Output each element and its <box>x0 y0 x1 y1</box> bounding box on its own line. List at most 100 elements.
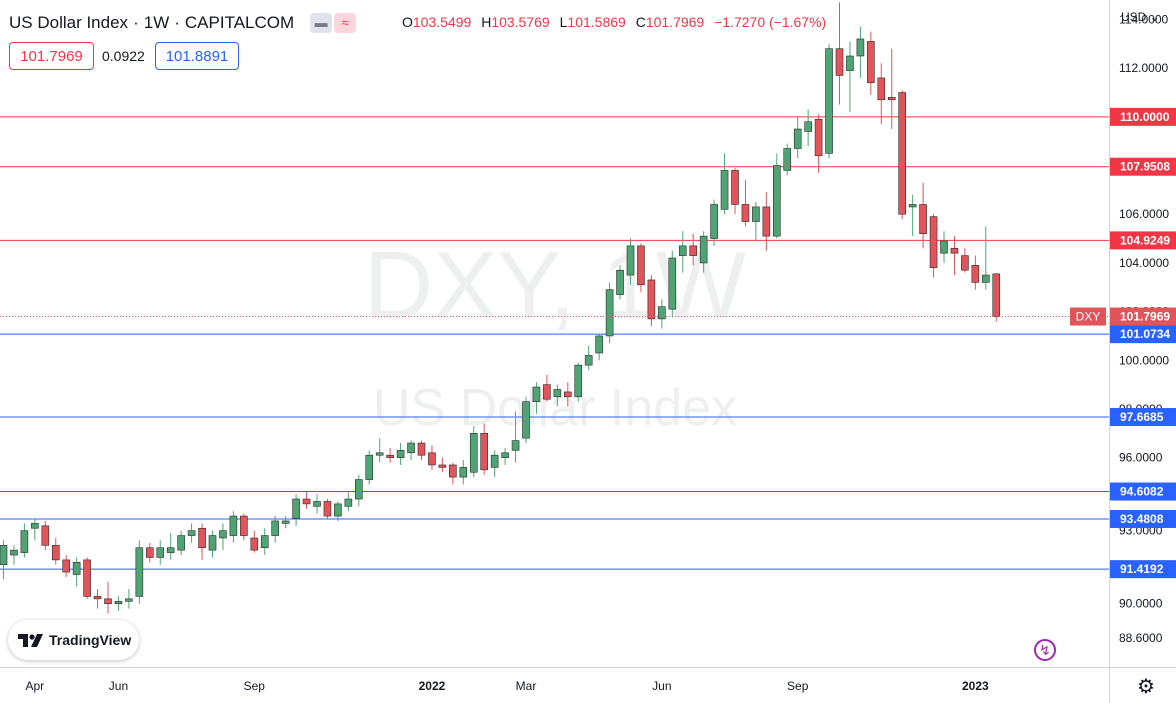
y-tick-label: 104.0000 <box>1119 256 1169 270</box>
candle-body <box>877 77 886 101</box>
chart-title: US Dollar Index · 1W · CAPITALCOM ▬ ≈ <box>9 10 357 36</box>
candle-body <box>72 562 81 575</box>
candle-body <box>396 450 405 458</box>
candle-body <box>135 547 144 597</box>
minus-icon[interactable]: ▬ <box>310 13 333 33</box>
gear-icon[interactable]: ⚙ <box>1137 676 1155 698</box>
candle-body <box>981 274 990 283</box>
level-price-label: 104.9249 <box>1120 233 1170 247</box>
candle-body <box>887 97 896 101</box>
candle-body <box>438 464 447 468</box>
candle-body <box>260 535 269 549</box>
candle-body <box>0 544 8 566</box>
tradingview-badge[interactable]: TradingView <box>8 620 139 660</box>
high-value: 103.5769 <box>491 14 550 30</box>
candle-body <box>961 255 969 271</box>
y-tick-label: 88.6000 <box>1119 631 1163 645</box>
candle-body <box>166 547 175 553</box>
y-tick-label: 112.0000 <box>1119 61 1168 75</box>
watermark-name: US Dollar Index <box>373 379 737 437</box>
candle-body <box>302 498 311 505</box>
candle-body <box>731 170 739 205</box>
candle-body <box>846 55 854 71</box>
candle-body <box>678 245 687 256</box>
x-tick-label: 2023 <box>962 679 989 693</box>
title-separator: · <box>174 13 180 32</box>
candle-body <box>752 206 760 222</box>
candle-body <box>626 245 635 276</box>
level-price-label: 110.0000 <box>1120 110 1170 124</box>
candle-body <box>720 170 729 210</box>
buy-button[interactable]: 101.8891 <box>155 42 239 70</box>
candle-body <box>449 464 457 478</box>
candle-body <box>407 442 415 454</box>
sell-button[interactable]: 101.7969 <box>9 42 94 70</box>
low-label: L <box>559 14 568 30</box>
candle-body <box>532 386 541 402</box>
level-price-label: 107.9508 <box>1120 160 1170 174</box>
candle-body <box>125 598 133 602</box>
candle-body <box>668 257 677 310</box>
candle-body <box>114 600 123 605</box>
ohlc-legend: O103.5499 H103.5769 L101.5869 C101.7969 … <box>402 14 832 30</box>
level-price-tag <box>1110 509 1176 528</box>
candle-body <box>616 269 624 295</box>
candle-body <box>375 452 384 456</box>
wave-icon[interactable]: ≈ <box>334 13 357 33</box>
candle-body <box>354 479 363 500</box>
candle-body <box>219 530 227 539</box>
candle-body <box>386 454 394 458</box>
candle-body <box>177 535 185 551</box>
candle-body <box>574 364 583 398</box>
symbol-tag <box>1070 307 1106 326</box>
timeframe[interactable]: 1W <box>143 13 170 32</box>
candle-body <box>365 454 374 480</box>
candle-body <box>62 559 71 573</box>
watermark-symbol: DXY, 1W <box>364 232 747 339</box>
open-label: O <box>402 14 413 30</box>
candle-body <box>595 335 603 354</box>
candle-body <box>647 279 656 320</box>
level-price-label: 91.4192 <box>1120 562 1164 576</box>
candle-body <box>793 128 802 149</box>
candle-body <box>929 216 938 269</box>
candle-body <box>428 452 436 466</box>
x-tick-label: 2022 <box>419 679 446 693</box>
bolt-icon[interactable]: ↯ <box>1034 639 1056 661</box>
candle-body <box>950 247 959 254</box>
y-tick-label: 100.0000 <box>1119 353 1169 367</box>
candle-body <box>51 544 60 561</box>
y-tick-label: 96.0000 <box>1119 451 1163 465</box>
candle-body <box>490 454 499 468</box>
title-separator: · <box>133 13 139 32</box>
candle-body <box>825 48 833 154</box>
change-value: −1.7270 (−1.67%) <box>714 14 827 30</box>
y-tick-label: 114.0000 <box>1119 12 1168 26</box>
candle-body <box>240 515 248 536</box>
x-tick-label: Jun <box>109 679 128 693</box>
y-tick-label: 90.0000 <box>1119 597 1163 611</box>
open-value: 103.5499 <box>412 14 472 30</box>
candle-body <box>563 391 572 398</box>
candle-body <box>658 306 666 320</box>
candle-body <box>908 204 917 208</box>
x-tick-label: Apr <box>26 679 45 693</box>
candle-body <box>898 92 907 215</box>
candle-body <box>741 204 750 222</box>
candle-body <box>281 520 290 524</box>
level-price-label: 93.4808 <box>1120 512 1164 526</box>
currency-label: USD <box>1121 10 1147 24</box>
candle-body <box>83 559 91 597</box>
candle-body <box>480 433 489 471</box>
candle-body <box>187 530 196 536</box>
currency-selector[interactable]: USD ⌄ <box>1121 10 1160 24</box>
candle-body <box>344 498 353 507</box>
candle-body <box>156 547 165 558</box>
level-price-tag <box>1110 325 1176 344</box>
candle-body <box>835 48 844 76</box>
candle-body <box>501 452 509 458</box>
candle-body <box>417 442 426 456</box>
last-price-tag <box>1110 307 1176 326</box>
candle-body <box>919 204 927 234</box>
